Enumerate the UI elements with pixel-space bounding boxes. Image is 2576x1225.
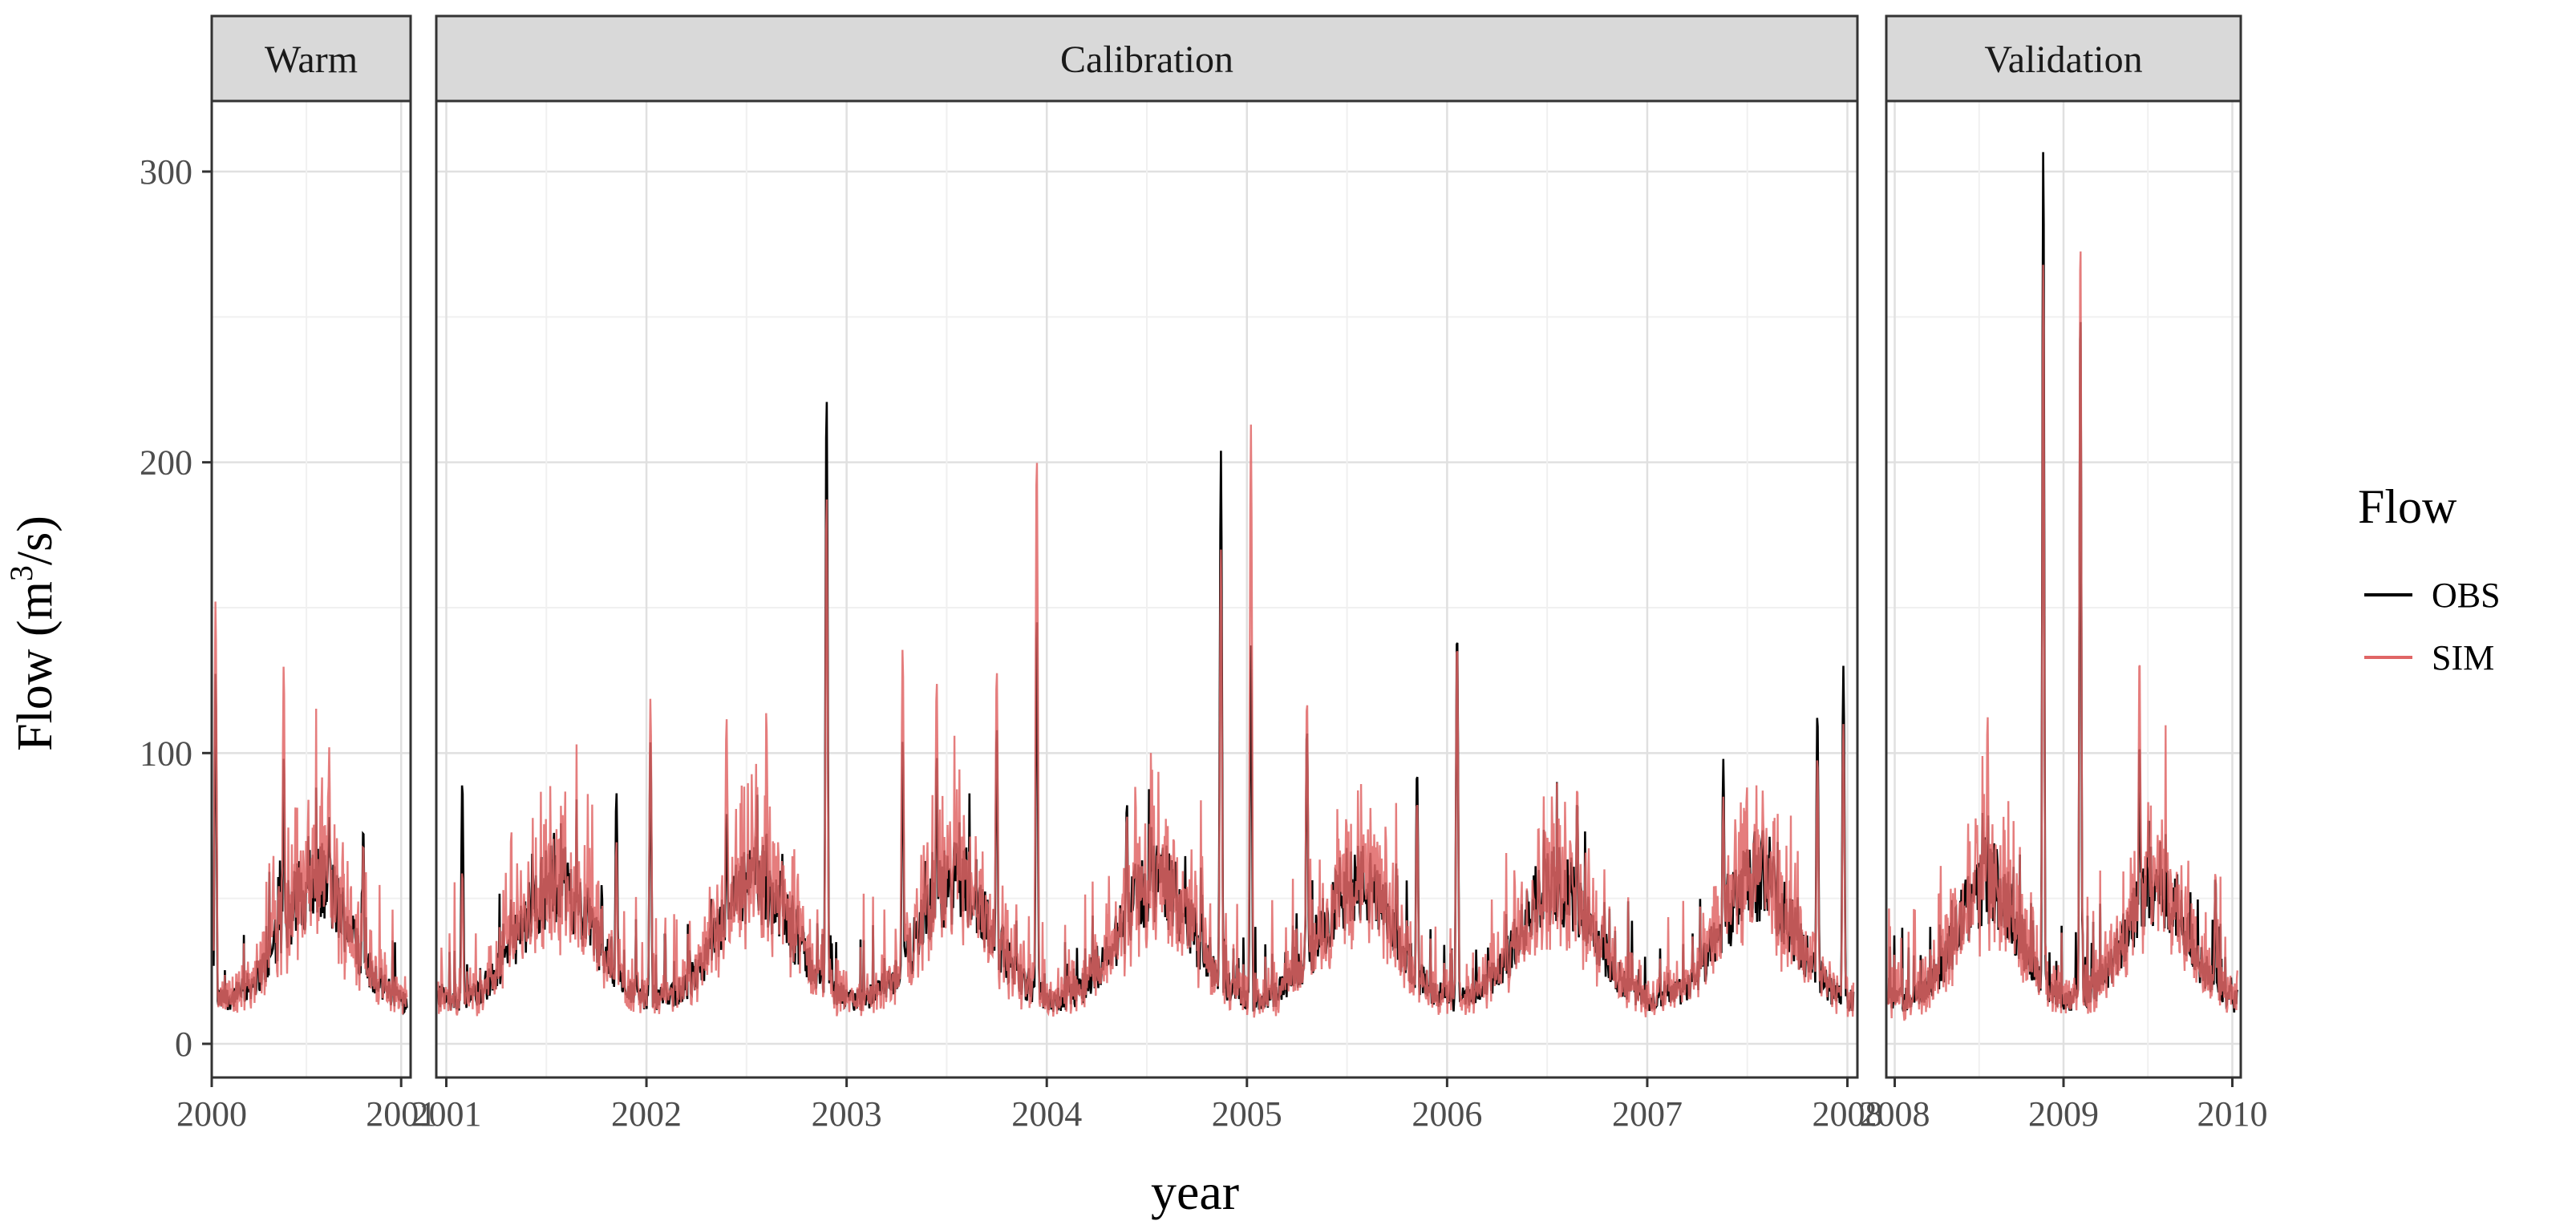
panel-strip-label: Validation bbox=[1984, 38, 2142, 81]
panel-calibration: Calibration 2001 2002 2003 2004 2005 2006 2007 2… bbox=[411, 14, 1883, 1134]
y-tick-label: 100 bbox=[140, 734, 192, 773]
panel-warm: Warm 2000 2001 bbox=[176, 14, 436, 1134]
legend-sim-label: SIM bbox=[2432, 638, 2494, 677]
panel-strip bbox=[210, 14, 412, 103]
x-tick-label: 2010 bbox=[2197, 1094, 2267, 1134]
panel-strip-label: Warm bbox=[265, 38, 358, 81]
x-tick-label: 2006 bbox=[1412, 1094, 1482, 1134]
x-tick-label: 2008 bbox=[1813, 1094, 1883, 1134]
x-tick-label: 2005 bbox=[1212, 1094, 1282, 1134]
x-tick-label: 2008 bbox=[1860, 1094, 1930, 1134]
panel-strip-label: Calibration bbox=[1060, 38, 1233, 81]
panel-border bbox=[435, 99, 1859, 1079]
y-axis-title-suffix: /s) bbox=[8, 515, 63, 565]
y-tick-label: 200 bbox=[140, 443, 192, 483]
x-tick-label: 2002 bbox=[611, 1094, 682, 1134]
chart-panels: Warm 2000 2001 Calibration 2001 2002 2003 2004 2… bbox=[176, 14, 2267, 1134]
x-tick-label: 2004 bbox=[1011, 1094, 1082, 1134]
x-axis-title: year bbox=[1151, 1163, 1239, 1220]
series-line-sim bbox=[437, 424, 1855, 1018]
legend-obs-label: OBS bbox=[2432, 576, 2501, 615]
y-axis-title: Flow (m3/s) bbox=[3, 515, 63, 751]
x-tick-label: 2001 bbox=[411, 1094, 481, 1134]
series-line-sim bbox=[213, 601, 408, 1015]
panel-validation: Validation 2008 2009 2010 bbox=[1860, 14, 2267, 1134]
y-tick-label: 300 bbox=[140, 152, 192, 192]
y-axis-title-superscript: 3 bbox=[3, 565, 39, 581]
y-tick-label: 0 bbox=[175, 1025, 192, 1064]
legend-title: Flow bbox=[2358, 480, 2457, 533]
x-tick-label: 2009 bbox=[2028, 1094, 2099, 1134]
legend: Flow OBS SIM bbox=[2358, 480, 2501, 677]
y-axis: 0 100 200 300 bbox=[140, 152, 212, 1064]
panel-strip bbox=[1885, 14, 2242, 103]
x-tick-label: 2000 bbox=[176, 1094, 247, 1134]
panel-border bbox=[210, 99, 412, 1079]
series-line-sim bbox=[1886, 251, 2238, 1021]
y-axis-title-prefix: Flow (m bbox=[8, 581, 63, 751]
x-tick-label: 2001 bbox=[366, 1094, 436, 1134]
x-tick-label: 2007 bbox=[1612, 1094, 1683, 1134]
series-line-obs bbox=[213, 673, 408, 1016]
x-tick-label: 2003 bbox=[812, 1094, 882, 1134]
